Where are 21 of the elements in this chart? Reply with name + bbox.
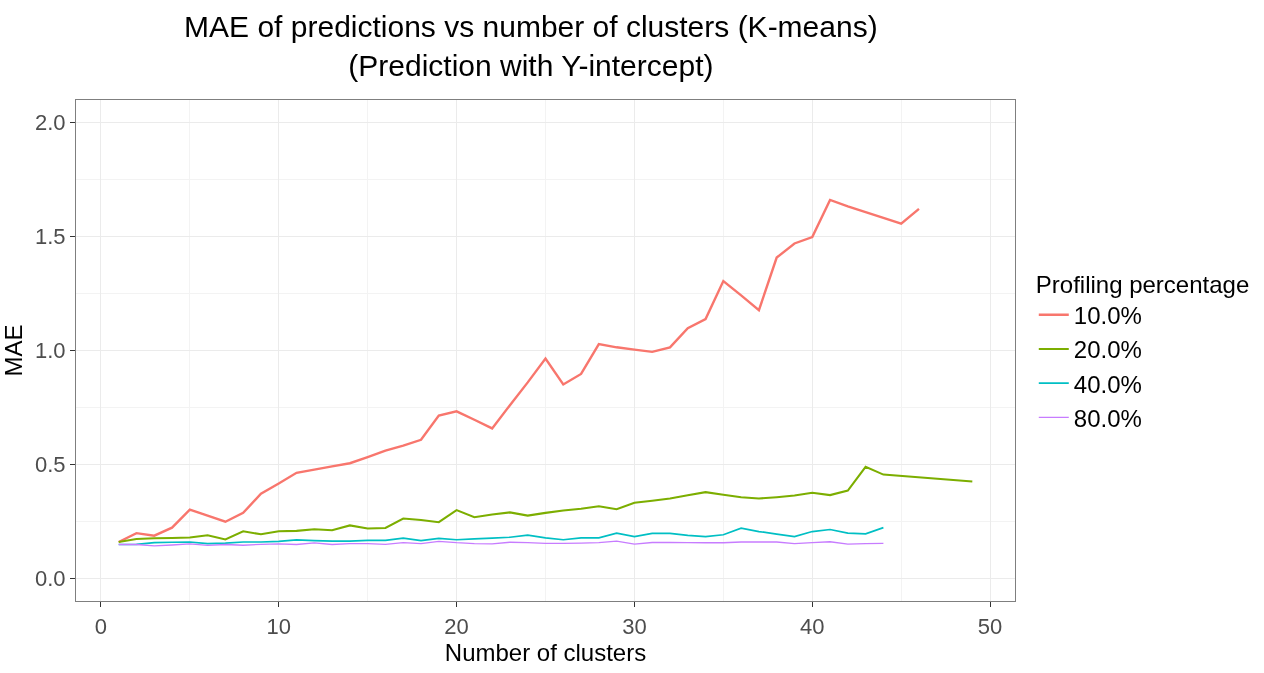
y-tick-label: 2.0 [34, 110, 66, 136]
y-axis-title: MAE [0, 324, 27, 377]
x-tick-label: 10 [266, 613, 291, 639]
line-series [117, 198, 921, 544]
x-tick-label: 30 [622, 613, 647, 639]
legend-label: 10.0% [1073, 302, 1142, 330]
y-tick-label: 1.0 [34, 338, 66, 364]
x-tick-label: 20 [444, 613, 469, 639]
x-tick-label: 0 [94, 613, 108, 639]
legend-label: 40.0% [1073, 370, 1142, 398]
legend-label: 80.0% [1073, 404, 1142, 432]
x-tick-label: 50 [977, 613, 1003, 639]
y-tick-label: 1.5 [34, 224, 66, 250]
legend-label: 20.0% [1073, 336, 1142, 364]
x-tick-label: 40 [800, 613, 825, 639]
chart-title: MAE of predictions vs number of clusters (K-means) (Prediction with Y-intercept) [184, 10, 878, 83]
line-series [117, 465, 974, 544]
y-tick-label: 0.5 [34, 452, 66, 478]
x-axis-title: Number of clusters [444, 638, 647, 666]
legend-title: Profiling percentage [1035, 270, 1250, 298]
y-tick-label: 0.0 [34, 565, 66, 591]
